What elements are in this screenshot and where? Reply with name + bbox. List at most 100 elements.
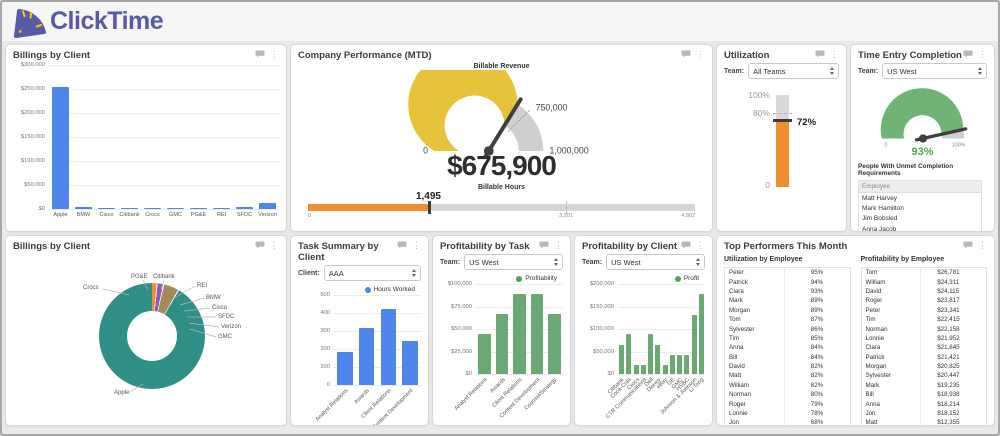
task-summary-chart[interactable]: 500 400 300 200 100 0 Analyst Relations Awards C… [298, 292, 421, 425]
bar[interactable] [662, 365, 668, 374]
menu-icon[interactable]: ⋮ [270, 49, 279, 59]
bar[interactable] [144, 208, 161, 209]
utilization-by-employee: Utilization by Employee Peter 95% Patrick 9… [724, 254, 851, 425]
panel-utilization: Utilization ⋮ Team: All Teams 100% 80% 0 72… [716, 44, 847, 232]
menu-icon[interactable]: ⋮ [978, 49, 987, 59]
menu-icon[interactable]: ⋮ [830, 49, 839, 59]
completion-value: 93% [911, 146, 934, 158]
svg-text:0: 0 [423, 146, 428, 156]
bar[interactable] [655, 344, 661, 374]
panel-title: Top Performers This Month [724, 241, 848, 252]
panel-title: Billings by Client [13, 50, 91, 61]
bar[interactable] [684, 354, 690, 374]
legend-label: Profit [683, 275, 699, 282]
table-row: Matt $12,355 [862, 418, 987, 425]
table-row: Matt 82% [725, 371, 850, 381]
bar[interactable] [236, 206, 253, 209]
client-select-value: AAA [328, 268, 344, 278]
panel-top-performers: Top Performers This Month ⋮ Utilization … [716, 235, 995, 426]
table-row: Lonnie 78% [725, 408, 850, 419]
menu-icon[interactable]: ⋮ [978, 240, 987, 250]
list-item: Matt Harvey [862, 194, 898, 202]
bar[interactable] [402, 340, 418, 385]
clicktime-logo[interactable]: ClickTime [12, 5, 164, 39]
profitability-by-client-chart[interactable]: $200,000 $150,000 $100,000 $50,000 $0 Citiban… [589, 281, 706, 420]
bar[interactable] [691, 314, 697, 374]
panel-billings-by-client-bar: Billings by Client ⋮ $300,000 $250,000 $20… [5, 44, 287, 232]
bar[interactable] [513, 293, 526, 374]
bar[interactable] [52, 86, 69, 209]
bar[interactable] [619, 344, 625, 374]
profitability-by-task-chart[interactable]: $100,000 $75,000 $50,000 $25,000 $0 Analyst R… [440, 281, 563, 420]
bar[interactable] [190, 208, 207, 209]
x-axis-label: Crocs [145, 212, 160, 218]
bar[interactable] [75, 206, 92, 209]
comment-icon[interactable] [539, 241, 549, 249]
bar[interactable] [98, 208, 115, 209]
table-row: Clara $21,845 [862, 343, 987, 353]
donut-label: Apple [114, 390, 130, 396]
profitability-by-employee-table: Tom $26,781 William $24,311 David $24,115 Roge… [860, 267, 987, 425]
bar[interactable] [167, 208, 184, 209]
menu-icon[interactable]: ⋮ [554, 240, 563, 250]
team-label: Team: [724, 67, 745, 75]
bar[interactable] [640, 365, 646, 374]
bar[interactable] [358, 328, 375, 385]
bar[interactable] [698, 293, 704, 374]
table-row: David $24,115 [862, 286, 987, 297]
bar[interactable] [648, 334, 654, 374]
team-label: Team: [858, 67, 879, 75]
comment-icon[interactable] [963, 241, 973, 249]
billable-revenue-gauge: 0 750,000 1,000,000 [298, 70, 705, 158]
legend: Profit [582, 275, 699, 282]
app-header: ClickTime [2, 2, 998, 41]
leader-lines [102, 279, 220, 393]
client-select[interactable]: AAA [323, 265, 421, 281]
bar[interactable] [530, 293, 544, 374]
comment-icon[interactable] [397, 241, 407, 249]
menu-icon[interactable]: ⋮ [270, 240, 279, 250]
menu-icon[interactable]: ⋮ [696, 240, 705, 250]
comment-icon[interactable] [681, 241, 691, 249]
bar[interactable] [380, 309, 397, 385]
comment-icon[interactable] [963, 50, 973, 58]
bar[interactable] [495, 313, 509, 374]
brand-name: ClickTime [50, 7, 164, 35]
donut-label: Citibank [153, 274, 175, 280]
bar[interactable] [633, 365, 639, 374]
bar[interactable] [213, 208, 230, 209]
legend-label: Hours Worked [373, 286, 415, 293]
select-arrows-icon [696, 258, 700, 266]
comment-icon[interactable] [815, 50, 825, 58]
menu-icon[interactable]: ⋮ [696, 49, 705, 59]
table-title: Utilization by Employee [724, 256, 803, 263]
bar[interactable] [626, 333, 632, 374]
comment-icon[interactable] [255, 241, 265, 249]
comment-icon[interactable] [681, 50, 691, 58]
team-select[interactable]: All Teams [748, 63, 839, 79]
completion-gauge: 0 100% [858, 84, 987, 150]
table-row: Roger $23,817 [862, 296, 987, 306]
team-select[interactable]: US West [882, 63, 987, 79]
table-row: Clara 93% [725, 286, 850, 297]
bar[interactable] [478, 333, 491, 374]
bar[interactable] [337, 351, 353, 385]
team-select[interactable]: US West [464, 254, 563, 270]
bar[interactable] [677, 354, 683, 374]
table-row: David 82% [725, 361, 850, 372]
billings-by-client-bar-chart[interactable]: $300,000 $250,000 $200,000 $150,000 $100,000… [13, 62, 279, 221]
bar[interactable] [121, 208, 138, 209]
bar[interactable] [669, 354, 675, 374]
team-select[interactable]: US West [606, 254, 705, 270]
donut[interactable] [99, 283, 205, 389]
table-row: Tom $26,781 [862, 268, 987, 278]
menu-icon[interactable]: ⋮ [412, 240, 421, 250]
bar[interactable] [259, 203, 276, 209]
panel-title: Utilization [724, 50, 770, 61]
donut-label: Cisco [212, 305, 228, 311]
bar[interactable] [548, 313, 561, 374]
table-row: Anna 84% [725, 343, 850, 353]
clicktime-fan-icon [14, 8, 46, 38]
comment-icon[interactable] [255, 50, 265, 58]
list-item: Anna Jacob [862, 225, 897, 232]
